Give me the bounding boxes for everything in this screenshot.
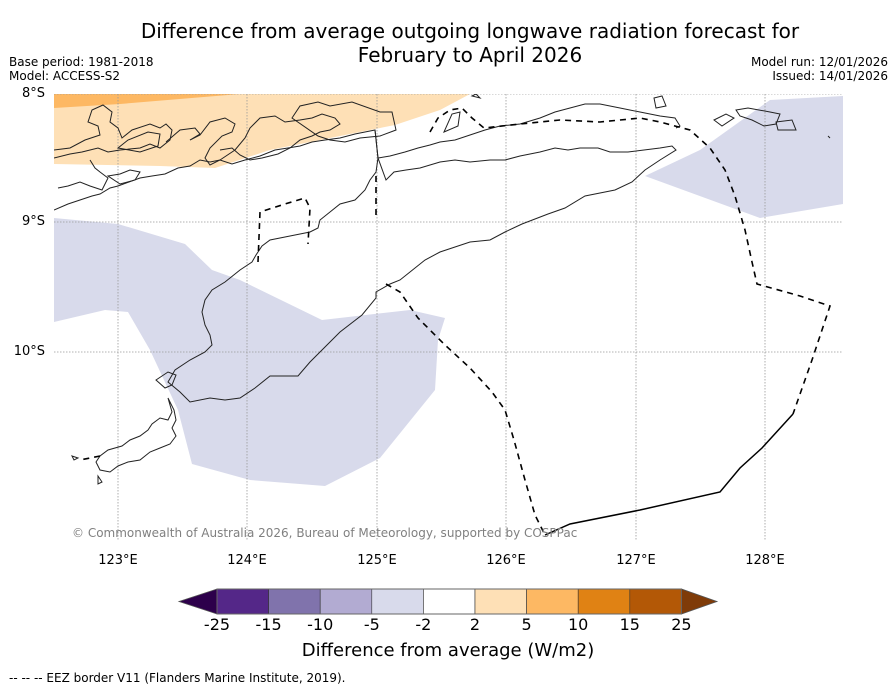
colorbar-tick-label: 2 [469, 615, 481, 634]
colorbar-bin [629, 588, 682, 615]
model-name: Model: ACCESS-S2 [9, 69, 121, 83]
chart-title: Difference from average outgoing longwav… [0, 19, 896, 67]
colorbar-bin [371, 588, 424, 615]
lon-label-127e: 127°E [616, 553, 656, 568]
coastline-rote [95, 397, 177, 473]
lat-label-10s: 10°S [13, 344, 45, 359]
coastline-northeast-islands [653, 95, 667, 109]
anomaly-region-neg5-to-neg2-northeast [645, 96, 843, 218]
lon-label-124e: 124°E [227, 553, 267, 568]
lon-label-126e: 126°E [486, 553, 526, 568]
coastline-timor-north [54, 103, 681, 211]
colorbar-tick-label: 10 [568, 615, 589, 634]
colorbar-bin [216, 588, 269, 615]
colorbar-label: Difference from average (W/m2) [301, 640, 595, 661]
lat-label-8s: 8°S [21, 86, 45, 101]
issued-date: Issued: 14/01/2026 [772, 69, 888, 83]
lon-label-128e: 128°E [745, 553, 785, 568]
colorbar-tick-label: 15 [619, 615, 640, 634]
title-line-2: February to April 2026 [357, 43, 583, 67]
colorbar-tick-label: -5 [363, 615, 380, 634]
lon-label-123e: 123°E [98, 553, 138, 568]
model-run: Model run: 12/01/2026 [750, 55, 888, 69]
copyright-notice: © Commonwealth of Australia 2026, Bureau… [72, 526, 578, 540]
colorbar-bin [577, 588, 631, 615]
lon-label-125e: 125°E [357, 553, 397, 568]
coastlines [54, 94, 831, 485]
colorbar-tick-label: 25 [671, 615, 692, 634]
coastline-timor-island [167, 129, 677, 403]
colorbar-tick-label: -10 [307, 615, 334, 634]
base-period: Base period: 1981-2018 [9, 55, 154, 69]
graticule [54, 94, 843, 540]
colorbar-bin [423, 588, 476, 615]
colorbar-bin [319, 588, 373, 615]
title-line-1: Difference from average outgoing longwav… [140, 19, 800, 43]
coastline-northern-islands [54, 104, 173, 159]
colorbar-tick-label: -2 [415, 615, 432, 634]
colorbar-bin [526, 588, 579, 615]
meta-right: Model run: 12/01/2026 Issued: 14/01/2026 [751, 55, 888, 83]
meta-left: Base period: 1981-2018 Model: ACCESS-S2 [9, 55, 154, 83]
colorbar-bin [474, 588, 527, 615]
colorbar-tick-label: -25 [203, 615, 231, 634]
colorbar-bin [268, 588, 321, 615]
anomaly-region-2-to-5 [54, 94, 470, 168]
lat-label-9s: 9°S [21, 214, 45, 229]
colorbar-under-arrow [177, 588, 218, 615]
eez-border [79, 107, 832, 536]
colorbar-frame [216, 588, 682, 615]
anomaly-region-5-to-10 [54, 94, 240, 108]
colorbar-tick-label: 5 [521, 615, 532, 634]
colorbar-tick-label: -15 [255, 615, 282, 634]
eez-border-note: -- -- -- EEZ border V11 (Flanders Marine… [9, 671, 346, 685]
colorbar-over-arrow [681, 588, 719, 615]
maritime-boundary [544, 413, 794, 536]
